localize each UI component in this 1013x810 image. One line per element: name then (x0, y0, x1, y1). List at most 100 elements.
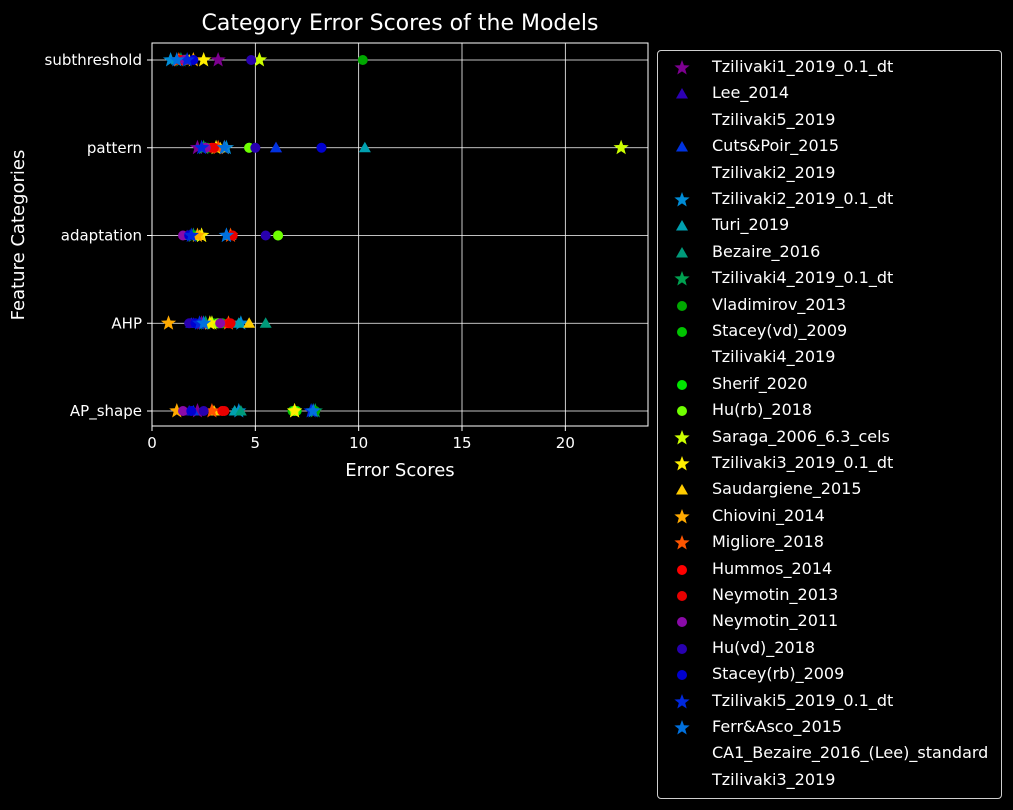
legend-marker-icon (674, 720, 690, 735)
legend-marker-icon (676, 246, 688, 258)
data-point (204, 403, 220, 418)
legend-label: Ferr&Asco_2015 (712, 717, 843, 736)
legend-label: Hummos_2014 (712, 558, 833, 578)
legend-item: Migliore_2018 (658, 531, 1001, 553)
legend-item: CA1_Bezaire_2016_(Lee)_standard (658, 742, 1001, 764)
legend-label: Chiovini_2014 (712, 505, 825, 525)
legend-marker-icon (677, 564, 687, 575)
legend-marker-icon (674, 535, 690, 550)
legend-label: Saraga_2006_6.3_cels (712, 426, 890, 446)
legend-item: Tzilivaki1_2019_0.1_dt (658, 56, 1001, 78)
data-point (193, 139, 210, 155)
legend-marker (677, 643, 687, 654)
data-point (225, 318, 236, 329)
legend-label: Bezaire_2016 (712, 241, 821, 261)
legend-item: Turi_2019 (658, 214, 1001, 236)
legend-item: Sherif_2020 (658, 373, 1001, 395)
legend-item: Tzilivaki2_2019_0.1_dt (658, 188, 1001, 210)
legend-marker-icon (674, 456, 690, 471)
data-point (196, 315, 212, 330)
legend-marker-icon (670, 164, 694, 184)
legend-label: Tzilivaki5_2019_0.1_dt (712, 690, 894, 710)
legend-label: Tzilivaki4_2019 (712, 347, 836, 367)
legend-item: Hummos_2014 (658, 558, 1001, 580)
data-point (160, 315, 177, 330)
legend-marker-icon (674, 693, 690, 709)
legend-marker (674, 271, 690, 286)
legend-item: Neymotin_2011 (658, 610, 1001, 632)
data-point (215, 318, 226, 329)
legend-item: Chiovini_2014 (658, 505, 1001, 527)
data-point (179, 52, 195, 67)
legend-marker (674, 535, 690, 550)
legend-label: Tzilivaki3_2019_0.1_dt (712, 453, 894, 472)
data-point (196, 52, 212, 67)
x-tick-label: 20 (556, 434, 575, 452)
legend-marker (674, 60, 690, 75)
legend-marker (674, 720, 690, 735)
legend-label: Tzilivaki5_2019 (712, 109, 836, 129)
legend-marker (677, 300, 687, 311)
data-point (189, 403, 206, 418)
x-tick-label: 15 (452, 434, 471, 452)
data-point (216, 139, 232, 155)
legend-item: Hu(vd)_2018 (658, 637, 1001, 659)
y-tick-label: AP_shape (70, 402, 142, 421)
legend-item: Tzilivaki2_2019 (658, 162, 1001, 184)
data-point (286, 403, 303, 418)
legend-marker-icon (674, 60, 690, 75)
legend-item: Tzilivaki4_2019_0.1_dt (658, 267, 1001, 289)
y-axis-label: Feature Categories (8, 150, 29, 321)
legend-item: Tzilivaki5_2019 (658, 109, 1001, 131)
legend-item: Tzilivaki4_2019 (658, 346, 1001, 368)
legend-marker-icon (676, 141, 688, 152)
legend-marker (676, 88, 688, 99)
legend-item: Tzilivaki5_2019_0.1_dt (658, 690, 1001, 712)
data-point (189, 227, 206, 242)
legend-label: Tzilivaki3_2019 (712, 769, 836, 789)
legend-item: Ferr&Asco_2015 (658, 716, 1001, 738)
legend-label: Tzilivaki2_2019 (712, 162, 836, 182)
legend-item: Cuts&Poir_2015 (658, 135, 1001, 157)
data-point (270, 141, 282, 153)
legend-item: Vladimirov_2013 (658, 294, 1001, 316)
legend-marker (674, 429, 690, 445)
legend-marker-icon (674, 429, 690, 445)
legend-marker-icon (674, 192, 690, 207)
data-point (186, 406, 197, 416)
legend-label: Tzilivaki1_2019_0.1_dt (712, 57, 894, 76)
data-point (243, 317, 256, 328)
data-point (260, 230, 271, 241)
data-point (273, 230, 284, 241)
legend-label: Turi_2019 (712, 215, 790, 235)
legend-label: Hu(rb)_2018 (712, 400, 813, 420)
legend-marker-icon (677, 327, 687, 337)
data-point (169, 52, 185, 67)
data-point (234, 405, 247, 416)
legend-marker-icon (677, 670, 687, 681)
legend-label: Stacey(rb)_2009 (712, 664, 845, 684)
legend-marker-icon (676, 484, 688, 495)
x-tick-label: 0 (147, 434, 157, 452)
x-tick-label: 5 (251, 434, 261, 452)
legend-marker-icon (677, 591, 687, 601)
legend-marker (676, 220, 688, 231)
data-point (259, 317, 272, 328)
legend-label: Migliore_2018 (712, 532, 824, 552)
legend-label: Stacey(vd)_2009 (712, 321, 848, 340)
legend-marker (677, 591, 687, 601)
data-point (316, 142, 327, 153)
legend-item: Lee_2014 (658, 82, 1001, 104)
legend-marker (677, 406, 687, 417)
legend-marker (674, 508, 690, 524)
legend-marker (674, 456, 690, 471)
data-point (210, 52, 226, 67)
legend-marker-icon (676, 88, 688, 99)
legend-marker (677, 564, 687, 575)
data-point (250, 142, 261, 153)
legend-marker (676, 141, 688, 152)
data-point (178, 406, 188, 416)
legend-marker-icon (670, 348, 694, 368)
chart-title: Category Error Scores of the Models (202, 11, 599, 36)
legend-marker-icon (674, 508, 690, 524)
